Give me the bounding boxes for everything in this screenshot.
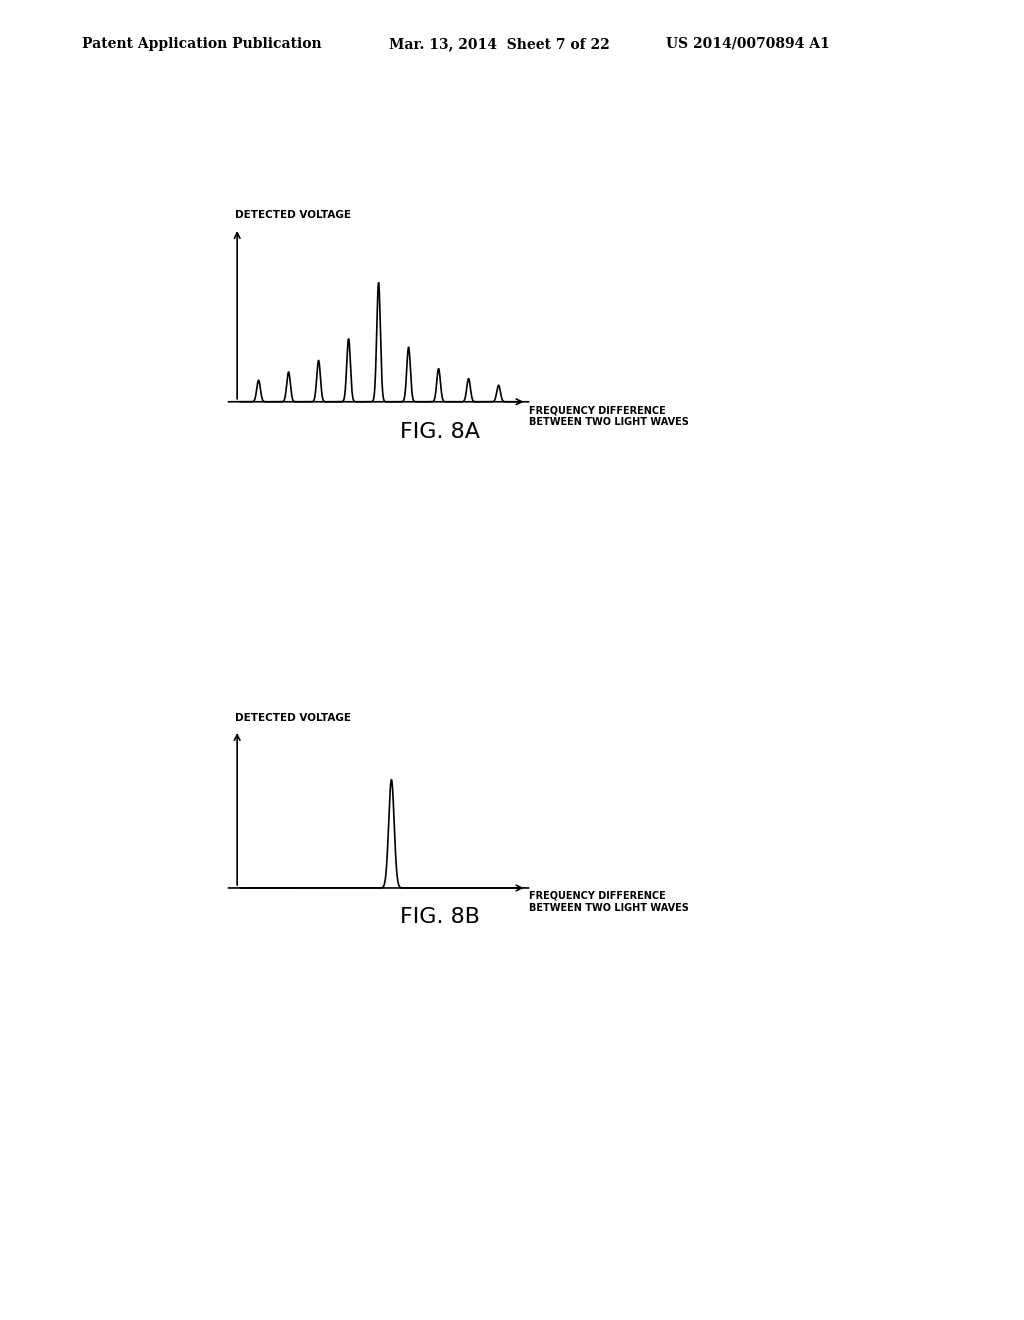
Text: FREQUENCY DIFFERENCE
BETWEEN TWO LIGHT WAVES: FREQUENCY DIFFERENCE BETWEEN TWO LIGHT W…	[528, 891, 688, 913]
Text: FIG. 8A: FIG. 8A	[400, 421, 480, 442]
Text: FIG. 8B: FIG. 8B	[400, 907, 480, 927]
Text: Mar. 13, 2014  Sheet 7 of 22: Mar. 13, 2014 Sheet 7 of 22	[389, 37, 610, 51]
Text: FREQUENCY DIFFERENCE
BETWEEN TWO LIGHT WAVES: FREQUENCY DIFFERENCE BETWEEN TWO LIGHT W…	[528, 405, 688, 428]
Text: US 2014/0070894 A1: US 2014/0070894 A1	[666, 37, 829, 51]
Text: Patent Application Publication: Patent Application Publication	[82, 37, 322, 51]
Text: DETECTED VOLTAGE: DETECTED VOLTAGE	[234, 210, 351, 220]
Text: DETECTED VOLTAGE: DETECTED VOLTAGE	[234, 713, 351, 722]
